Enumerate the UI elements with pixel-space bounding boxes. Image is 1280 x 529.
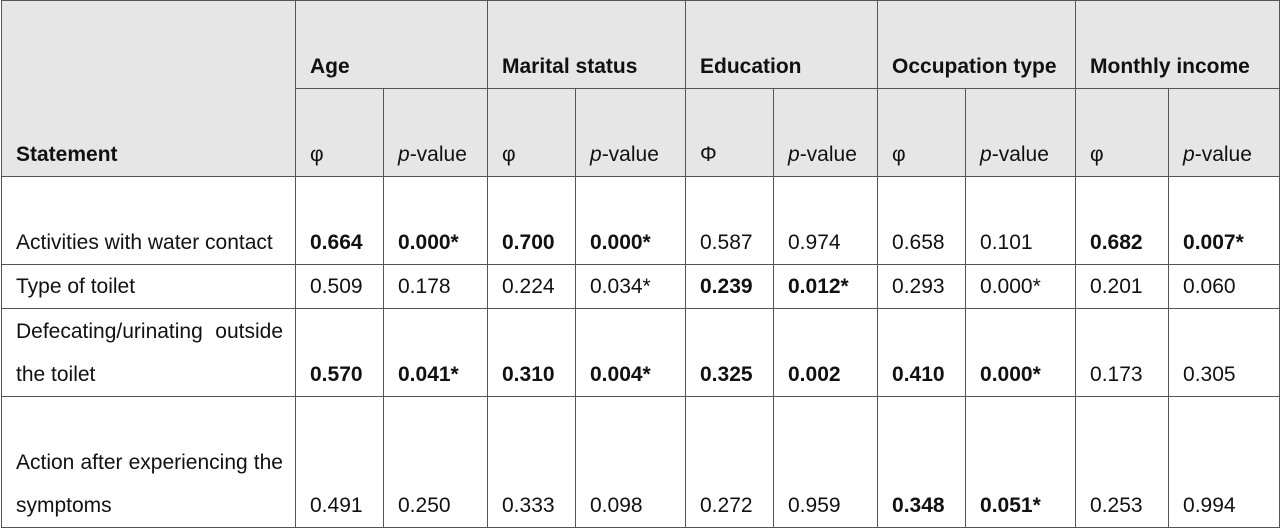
statement-cell: Defecating/urinating outside the toilet xyxy=(1,308,296,397)
value-cell: 0.051* xyxy=(965,396,1077,528)
statement-header: Statement xyxy=(1,0,296,177)
value-cell: 0.007* xyxy=(1168,176,1280,265)
sub-header: p-value xyxy=(383,88,488,177)
value-cell: 0.509 xyxy=(295,264,384,309)
statement-cell: Activities with water contact xyxy=(1,176,296,265)
value-cell: 0.000* xyxy=(965,264,1077,309)
value-cell: 0.098 xyxy=(575,396,686,528)
sub-header: φ xyxy=(487,88,576,177)
value-cell: 0.041* xyxy=(383,308,488,397)
sub-header: p-value xyxy=(772,88,879,177)
value-cell: 0.060 xyxy=(1168,264,1280,309)
value-cell: 0.293 xyxy=(877,264,967,309)
statement-cell: Type of toilet xyxy=(1,264,296,309)
value-cell: 0.000* xyxy=(383,176,488,265)
value-cell: 0.333 xyxy=(487,396,576,528)
value-cell: 0.224 xyxy=(487,264,576,309)
data-row: Action after experiencing the symptoms 0.… xyxy=(1,396,1280,528)
value-cell: 0.250 xyxy=(383,396,488,528)
value-cell: 0.994 xyxy=(1168,396,1280,528)
value-cell: 0.173 xyxy=(1075,308,1170,397)
sub-header: p-value xyxy=(575,88,686,177)
value-cell: 0.664 xyxy=(295,176,384,265)
data-row: Defecating/urinating outside the toilet 0… xyxy=(1,308,1280,397)
sub-header: φ xyxy=(295,88,384,177)
value-cell: 0.012* xyxy=(772,264,879,309)
value-cell: 0.034* xyxy=(575,264,686,309)
value-cell: 0.000* xyxy=(965,308,1077,397)
sub-header: Φ xyxy=(685,88,774,177)
group-header: Marital status xyxy=(487,0,686,89)
value-cell: 0.974 xyxy=(772,176,879,265)
sub-header: p-value xyxy=(1168,88,1280,177)
value-cell: 0.410 xyxy=(877,308,967,397)
statement-cell: Action after experiencing the symptoms xyxy=(1,396,296,528)
value-cell: 0.253 xyxy=(1075,396,1170,528)
group-header: Age xyxy=(295,0,488,89)
value-cell: 0.002 xyxy=(772,308,879,397)
value-cell: 0.201 xyxy=(1075,264,1170,309)
value-cell: 0.587 xyxy=(685,176,774,265)
value-cell: 0.570 xyxy=(295,308,384,397)
sub-header: p-value xyxy=(965,88,1077,177)
value-cell: 0.658 xyxy=(877,176,967,265)
sub-header: φ xyxy=(1075,88,1170,177)
value-cell: 0.272 xyxy=(685,396,774,528)
value-cell: 0.700 xyxy=(487,176,576,265)
table-body: Activities with water contact 0.664 0.000*… xyxy=(1,176,1280,528)
value-cell: 0.491 xyxy=(295,396,384,528)
value-cell: 0.959 xyxy=(772,396,879,528)
table-header: Statement Age Marital status Education Occu… xyxy=(1,0,1280,177)
sub-header: φ xyxy=(877,88,967,177)
value-cell: 0.305 xyxy=(1168,308,1280,397)
value-cell: 0.239 xyxy=(685,264,774,309)
group-header: Occupation type xyxy=(877,0,1077,89)
value-cell: 0.325 xyxy=(685,308,774,397)
value-cell: 0.004* xyxy=(575,308,686,397)
value-cell: 0.310 xyxy=(487,308,576,397)
header-row: Statement Age Marital status Education Occu… xyxy=(1,0,1280,177)
data-row: Activities with water contact 0.664 0.000*… xyxy=(1,176,1280,265)
group-header: Monthly income xyxy=(1075,0,1280,89)
value-cell: 0.178 xyxy=(383,264,488,309)
value-cell: 0.682 xyxy=(1075,176,1170,265)
group-header: Education xyxy=(684,0,879,89)
value-cell: 0.348 xyxy=(877,396,967,528)
data-row: Type of toilet 0.509 0.178 0.224 0.034* 0.239… xyxy=(1,264,1280,309)
value-cell: 0.000* xyxy=(575,176,686,265)
value-cell: 0.101 xyxy=(965,176,1077,265)
